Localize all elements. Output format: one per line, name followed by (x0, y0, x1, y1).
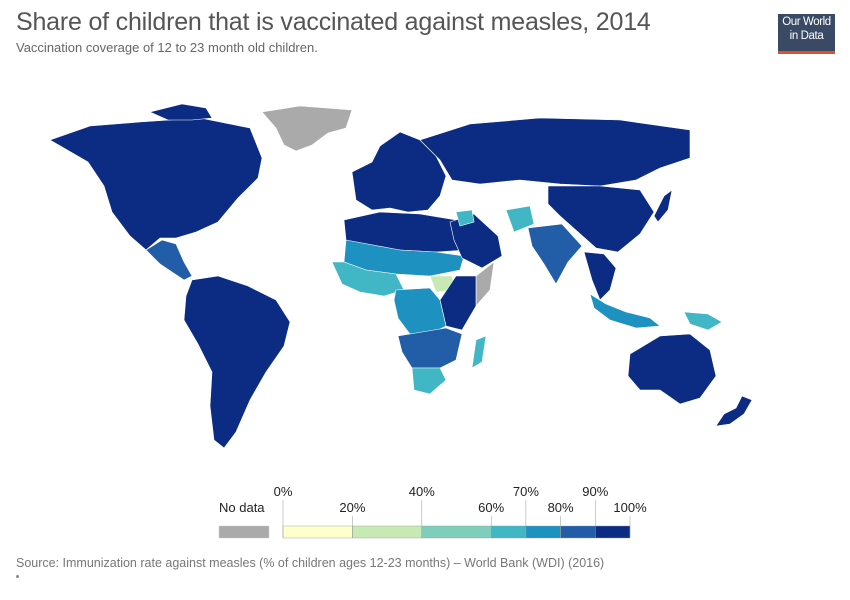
region-arctic-islands[interactable] (149, 103, 213, 121)
logo-underbar (778, 51, 835, 54)
region-iraq[interactable] (455, 209, 475, 227)
legend-tick-label-1: 20% (339, 500, 365, 515)
region-russia[interactable] (419, 117, 691, 187)
footnote-dot (16, 575, 19, 578)
legend-bin-2 (421, 525, 492, 539)
region-somalia[interactable] (475, 261, 495, 307)
legend-tick-label-7: 100% (613, 500, 647, 515)
region-japan[interactable] (653, 189, 673, 223)
region-papua-new-guinea[interactable] (683, 311, 723, 331)
legend-color-scale (282, 525, 631, 539)
legend-tick-labels: 0% 20% 40% 60% 70% 80% 90% 100% (274, 484, 647, 538)
region-new-zealand[interactable] (715, 395, 753, 427)
region-indonesia[interactable] (589, 293, 661, 329)
legend-no-data-swatch (218, 525, 270, 539)
region-australia[interactable] (627, 333, 717, 405)
legend: No data 0% 20% 40% 60% 70% 80% 90% 100% (218, 484, 647, 539)
legend-bin-3 (491, 525, 527, 539)
region-southern-africa[interactable] (397, 327, 463, 369)
logo-line-2: in Data (789, 30, 824, 42)
region-india[interactable] (527, 223, 583, 285)
legend-bin-4 (525, 525, 561, 539)
legend-tick-label-0: 0% (274, 484, 293, 499)
legend-tick-label-3: 60% (478, 500, 504, 515)
region-greenland[interactable] (261, 105, 353, 152)
region-south-america[interactable] (183, 275, 291, 449)
region-southeast-asia[interactable] (583, 251, 617, 301)
map-title: Share of children that is vaccinated aga… (16, 8, 651, 36)
world-map[interactable] (0, 70, 850, 480)
legend-no-data-label: No data (219, 500, 265, 515)
legend-tick-label-2: 40% (409, 484, 435, 499)
legend-tick-label-5: 80% (548, 500, 574, 515)
legend-bin-5 (560, 525, 596, 539)
region-china[interactable] (547, 185, 655, 253)
legend-tick-label-6: 90% (582, 484, 608, 499)
region-north-america[interactable] (49, 117, 263, 251)
owid-logo[interactable]: Our World in Data (778, 14, 835, 54)
region-madagascar[interactable] (471, 335, 487, 369)
legend-bin-1 (352, 525, 422, 539)
legend-tick-label-4: 70% (513, 484, 539, 499)
legend-bin-6 (595, 525, 631, 539)
logo-line-1: Our World (782, 16, 831, 28)
region-afghanistan[interactable] (505, 205, 535, 233)
region-central-africa[interactable] (393, 287, 447, 335)
legend-bin-0 (282, 525, 353, 539)
source-note: Source: Immunization rate against measle… (16, 556, 605, 570)
region-south-africa[interactable] (411, 367, 447, 395)
region-middle-east[interactable] (449, 213, 503, 269)
region-europe[interactable] (351, 131, 447, 213)
region-central-america[interactable] (145, 239, 193, 281)
map-subtitle: Vaccination coverage of 12 to 23 month o… (16, 40, 318, 55)
